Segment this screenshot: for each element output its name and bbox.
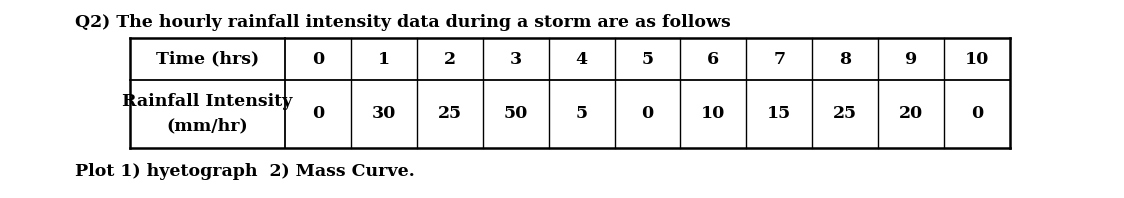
Text: 25: 25: [437, 106, 462, 123]
Text: 15: 15: [768, 106, 791, 123]
Text: 5: 5: [575, 106, 588, 123]
Text: 5: 5: [642, 50, 653, 68]
Text: Plot 1) hyetograph  2) Mass Curve.: Plot 1) hyetograph 2) Mass Curve.: [75, 163, 415, 180]
Text: Q2) The hourly rainfall intensity data during a storm are as follows: Q2) The hourly rainfall intensity data d…: [75, 14, 731, 31]
Text: 0: 0: [971, 106, 984, 123]
Text: 1: 1: [378, 50, 390, 68]
Text: 0: 0: [642, 106, 654, 123]
Text: Time (hrs): Time (hrs): [156, 50, 259, 68]
Text: Rainfall Intensity: Rainfall Intensity: [123, 93, 292, 110]
Text: 20: 20: [899, 106, 923, 123]
Text: 10: 10: [964, 50, 989, 68]
Text: 0: 0: [311, 106, 324, 123]
Text: 30: 30: [372, 106, 396, 123]
Text: 2: 2: [444, 50, 455, 68]
Text: 6: 6: [707, 50, 719, 68]
Text: 7: 7: [773, 50, 786, 68]
Text: 0: 0: [311, 50, 324, 68]
Text: 8: 8: [840, 50, 851, 68]
Text: (mm/hr): (mm/hr): [166, 118, 248, 135]
Text: 9: 9: [905, 50, 917, 68]
Text: 10: 10: [701, 106, 726, 123]
Text: 4: 4: [575, 50, 588, 68]
Text: 3: 3: [509, 50, 522, 68]
Text: 25: 25: [833, 106, 858, 123]
Text: 50: 50: [504, 106, 528, 123]
